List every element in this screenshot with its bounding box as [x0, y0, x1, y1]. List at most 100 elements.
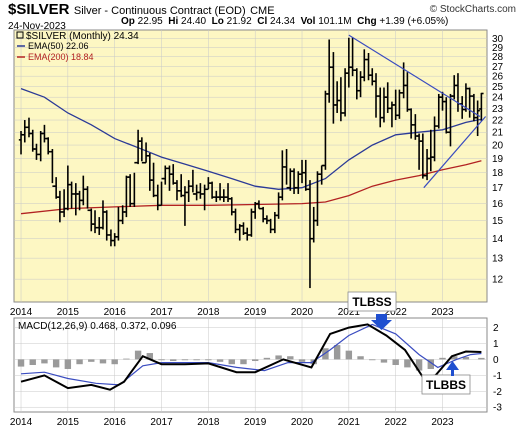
ema200-legend-label: EMA(200) 18.84 [28, 52, 94, 62]
ohlc-bar [186, 180, 191, 202]
macd-legend-label: MACD(12,26,9) 0.468, 0.372, 0.096 [18, 321, 177, 332]
chg-value: +1.39 (+6.05%) [379, 16, 449, 27]
trendlines [348, 34, 487, 189]
year-tick-label: 2023 [431, 307, 454, 318]
symbol-title: $SILVER [8, 1, 70, 18]
year-tick-label: 2022 [385, 417, 408, 428]
macd-y-axis: 2 1 0 -1 -2 -3 [493, 323, 502, 414]
chg-label: Chg [357, 16, 377, 27]
histogram-bar [240, 359, 247, 365]
histogram-bar [29, 359, 36, 365]
year-tick-label: 2020 [291, 417, 314, 428]
ohlc-bar [362, 49, 367, 82]
ema50-legend-label: EMA(50) 22.06 [28, 41, 89, 51]
lo-value: 21.92 [226, 16, 252, 27]
price-tick-label: 18 [492, 168, 504, 179]
ohlc-bar [116, 206, 121, 241]
price-tick-label: 28 [492, 52, 504, 63]
year-tick-label: 2020 [291, 307, 314, 318]
price-tick-label: 21 [492, 128, 504, 139]
year-tick-label: 2016 [104, 417, 127, 428]
tlbbs-label-box [421, 374, 471, 395]
histogram-bar [205, 359, 212, 361]
macd-tick-label: 1 [493, 339, 499, 350]
vol-label: Vol [300, 16, 316, 27]
price-tick-label: 16 [492, 199, 504, 210]
year-tick-label: 2017 [150, 307, 173, 318]
ohlc-bar [315, 171, 320, 226]
histogram-bar [298, 359, 306, 362]
histogram-bar [380, 359, 388, 363]
histogram-bar [415, 359, 423, 371]
signal-line [20, 323, 482, 386]
histogram-bar [170, 359, 177, 362]
ohlc-bar [104, 210, 109, 241]
histogram-bar [251, 359, 259, 362]
year-tick-label: 2021 [338, 307, 361, 318]
tlbss-label-box [347, 291, 397, 312]
ohlc-bar [373, 73, 379, 118]
chart-header: $SILVER Silver - Continuous Contract (EO… [8, 1, 520, 19]
exchange-label: CME [250, 5, 275, 17]
macd-tick-label: -2 [493, 387, 502, 398]
histogram-bar [462, 357, 470, 360]
year-tick-label: 2014 [10, 307, 33, 318]
hi-value: 24.40 [181, 16, 207, 27]
macd-tick-label: 2 [493, 323, 499, 334]
price-tick-label: 20 [492, 141, 504, 152]
histogram-bar [478, 357, 485, 360]
histogram-bar [439, 357, 446, 360]
year-tick-label: 2015 [57, 307, 80, 318]
arrow-down-icon [371, 314, 392, 330]
price-tick-label: 12 [492, 275, 504, 286]
ohlc-bar [57, 190, 63, 223]
price-legend: $SILVER (Monthly) 24.34 EMA(50) 22.06 EM… [16, 31, 139, 62]
ohlc-bar [291, 168, 297, 194]
lower-trendline [423, 116, 487, 189]
upper-trendline [348, 34, 481, 118]
price-tick-label: 22 [492, 116, 504, 127]
ohlc-bar [338, 77, 344, 122]
year-tick-label: 2023 [431, 417, 454, 428]
ohlc-bar [45, 137, 51, 155]
histogram-bar [111, 359, 118, 365]
ohlc-bar [303, 159, 308, 191]
histogram-bar [52, 359, 60, 368]
histogram-bar [17, 359, 25, 367]
macd-tick-label: 0 [493, 355, 499, 366]
histogram-bar [228, 359, 235, 365]
histogram-bar [357, 356, 364, 360]
macd-tick-label: -3 [493, 403, 502, 414]
quote-values: Op 22.95 Hi 24.40 Lo 21.92 Cl 24.34 Vol … [121, 16, 448, 27]
ohlc-bar [397, 89, 402, 119]
histogram-bar [146, 353, 154, 360]
histogram-bar [369, 359, 376, 361]
vol-value: 101.1M [318, 16, 352, 27]
quote-date: 24-Nov-2023 [8, 21, 66, 32]
ohlc-bar [127, 174, 133, 207]
year-tick-label: 2018 [197, 307, 220, 318]
histogram-bar [41, 359, 48, 364]
year-tick-label: 2014 [10, 417, 33, 428]
histogram-bar [216, 359, 224, 362]
x-axis-bottom: 2014 2015 2016 2017 2018 2019 2020 2021 2022 2023 [10, 417, 454, 428]
histogram-bar [99, 359, 107, 364]
ohlc-bar [280, 150, 285, 201]
year-tick-label: 2021 [338, 417, 361, 428]
price-bars [18, 37, 484, 289]
ohlc-bar [432, 116, 437, 162]
ohlc-bar [69, 181, 74, 209]
histogram-bar [123, 358, 130, 360]
macd-signal-layer [20, 323, 482, 386]
price-tick-label: 23 [492, 104, 504, 115]
histogram-bar [275, 355, 282, 360]
ohlc-bar [420, 133, 426, 179]
price-tick-label: 25 [492, 82, 504, 93]
price-tick-label: 29 [492, 43, 504, 54]
op-label: Op [121, 16, 135, 27]
price-tick-label: 27 [492, 62, 504, 73]
histogram-bar [427, 359, 435, 369]
histogram-bar [134, 350, 142, 360]
